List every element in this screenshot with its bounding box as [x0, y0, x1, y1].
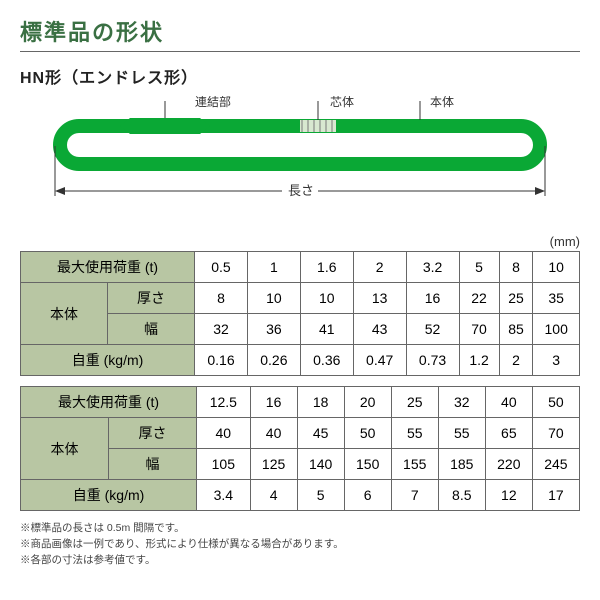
- page-title: 標準品の形状: [20, 15, 580, 52]
- label-length: 長さ: [288, 183, 314, 198]
- subtitle: HN形（エンドレス形）: [20, 64, 580, 88]
- unit-label: (mm): [20, 234, 580, 249]
- hdr-body: 本体: [21, 283, 108, 345]
- note-line: ※各部の寸法は参考値です。: [20, 553, 580, 569]
- label-core: 芯体: [330, 96, 354, 109]
- label-joint: 連結部: [195, 96, 231, 109]
- hdr-selfweight: 自重 (kg/m): [21, 345, 195, 376]
- notes: ※標準品の長さは 0.5m 間隔です。 ※商品画像は一例であり、形式により仕様が…: [20, 521, 580, 568]
- spec-table-2: 最大使用荷重 (t) 12.516182025324050 本体 厚さ 4040…: [20, 386, 580, 511]
- label-body: 本体: [430, 96, 454, 109]
- note-line: ※標準品の長さは 0.5m 間隔です。: [20, 521, 580, 537]
- hdr-thickness: 厚さ: [108, 283, 195, 314]
- hdr-maxload: 最大使用荷重 (t): [21, 252, 195, 283]
- spec-table-1: 最大使用荷重 (t) 0.511.623.25810 本体 厚さ 8101013…: [20, 251, 580, 376]
- hdr-width: 幅: [108, 314, 195, 345]
- note-line: ※商品画像は一例であり、形式により仕様が異なる場合があります。: [20, 537, 580, 553]
- sling-diagram: 連結部 芯体 本体 長さ: [20, 96, 580, 221]
